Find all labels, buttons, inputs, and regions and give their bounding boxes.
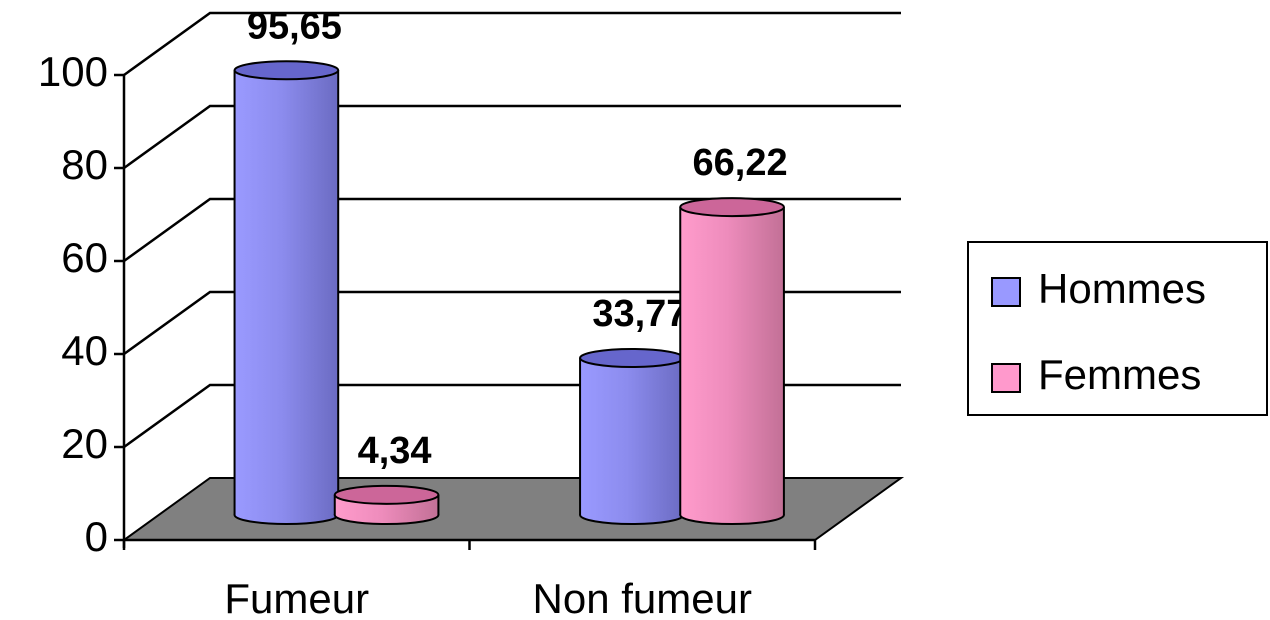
y-tick-label: 40 (61, 327, 108, 374)
grid-line (123, 290, 901, 356)
bar (234, 70, 339, 515)
grid-line (123, 104, 901, 170)
y-tick-label: 60 (61, 234, 108, 281)
legend-label: Hommes (1038, 265, 1206, 312)
data-label: 4,34 (358, 430, 432, 472)
y-tick-label: 20 (61, 420, 108, 467)
y-tick-label: 0 (85, 513, 108, 560)
data-label: 66,22 (693, 142, 788, 184)
legend-swatch (991, 363, 1021, 393)
bar (580, 357, 684, 515)
data-label: 33,77 (592, 293, 687, 335)
y-tick-label: 80 (61, 141, 108, 188)
x-tick-label: Fumeur (224, 575, 369, 620)
legend-swatch (991, 277, 1021, 307)
data-label: 95,65 (247, 5, 342, 47)
grid-line (123, 197, 901, 263)
bar (680, 207, 784, 515)
bar-top (233, 60, 340, 81)
legend-label: Femmes (1038, 351, 1201, 398)
bar-top (333, 484, 440, 505)
bar-top (679, 197, 785, 218)
y-tick-label: 100 (38, 48, 108, 95)
grid-line (123, 11, 901, 77)
bar-top (579, 347, 685, 368)
x-tick-label: Non fumeur (533, 575, 752, 620)
